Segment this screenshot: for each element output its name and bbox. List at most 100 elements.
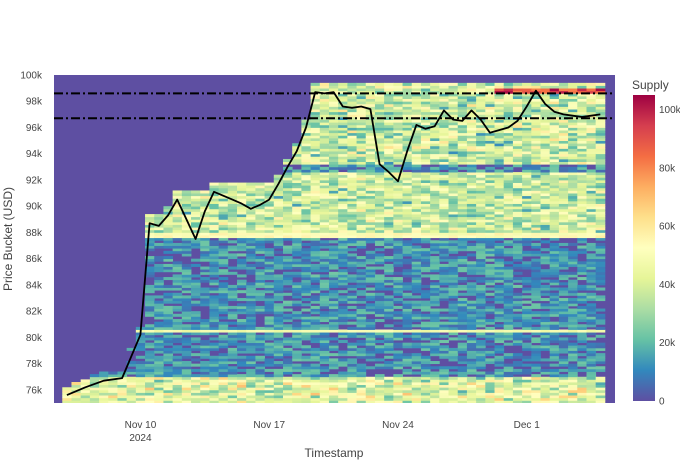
heatmap-cell	[420, 219, 431, 223]
heatmap-cell	[586, 151, 597, 155]
heatmap-cell	[430, 177, 440, 181]
heatmap-cell	[255, 221, 266, 225]
heatmap-cell	[430, 250, 440, 254]
heatmap-cell	[99, 400, 109, 403]
heatmap-cell	[430, 324, 440, 328]
heatmap-cell	[549, 95, 560, 100]
heatmap-cell	[393, 214, 403, 218]
heatmap-cell	[448, 261, 459, 265]
heatmap-cell	[558, 119, 569, 123]
heatmap-cell	[338, 101, 348, 105]
heatmap-cell	[595, 114, 606, 118]
heatmap-cell	[384, 148, 394, 152]
heatmap-cell	[328, 292, 339, 296]
heatmap-cell	[411, 158, 422, 162]
heatmap-cell	[586, 93, 597, 97]
heatmap-cell	[301, 313, 311, 317]
heatmap-cell	[558, 153, 569, 157]
heatmap-cell	[549, 190, 560, 194]
heatmap-cell	[310, 248, 321, 252]
heatmap-cell	[310, 332, 321, 336]
heatmap-cell	[347, 111, 357, 115]
heatmap-cell	[595, 203, 606, 207]
heatmap-cell	[420, 332, 431, 336]
heatmap-cell	[439, 371, 449, 375]
heatmap-cell	[319, 316, 330, 320]
heatmap-cell	[246, 219, 256, 223]
heatmap-cell	[218, 371, 229, 375]
heatmap-cell	[411, 101, 422, 105]
heatmap-cell	[374, 295, 385, 299]
heatmap-cell	[494, 400, 505, 403]
heatmap-cell	[577, 148, 587, 152]
heatmap-cell	[154, 263, 164, 267]
heatmap-cell	[522, 232, 532, 236]
heatmap-cell	[586, 95, 597, 100]
heatmap-cell	[448, 382, 459, 386]
heatmap-cell	[255, 258, 266, 262]
heatmap-cell	[522, 371, 532, 375]
heatmap-cell	[218, 258, 229, 262]
heatmap-cell	[181, 208, 192, 212]
heatmap-cell	[512, 319, 523, 323]
heatmap-cell	[457, 387, 468, 391]
heatmap-cell	[476, 95, 486, 100]
heatmap-cell	[273, 382, 284, 386]
heatmap-cell	[402, 253, 413, 257]
heatmap-cell	[558, 156, 569, 160]
heatmap-cell	[411, 256, 422, 260]
heatmap-cell	[503, 193, 514, 197]
heatmap-cell	[292, 221, 302, 225]
heatmap-cell	[384, 187, 394, 191]
heatmap-cell	[494, 347, 505, 351]
heatmap-cell	[264, 305, 275, 309]
heatmap-cell	[411, 82, 422, 86]
heatmap-cell	[402, 224, 413, 228]
heatmap-cell	[558, 300, 569, 304]
heatmap-cell	[512, 85, 523, 89]
heatmap-cell	[540, 195, 551, 199]
heatmap-cell	[374, 166, 385, 170]
heatmap-cell	[273, 203, 284, 207]
heatmap-cell	[283, 319, 293, 323]
heatmap-cell	[374, 140, 385, 144]
y-tick-label: 96k	[26, 123, 43, 134]
heatmap-cell	[365, 93, 376, 97]
heatmap-cell	[439, 382, 449, 386]
heatmap-cell	[328, 82, 339, 86]
heatmap-cell	[531, 368, 541, 372]
heatmap-cell	[420, 221, 431, 225]
heatmap-cell	[227, 397, 238, 401]
heatmap-cell	[319, 156, 330, 160]
heatmap-cell	[374, 82, 385, 86]
heatmap-cell	[476, 371, 486, 375]
heatmap-cell	[402, 324, 413, 328]
heatmap-cell	[549, 114, 560, 118]
heatmap-cell	[503, 250, 514, 254]
heatmap-cell	[209, 376, 220, 380]
heatmap-cell	[319, 161, 330, 165]
heatmap-cell	[246, 287, 256, 291]
heatmap-cell	[540, 376, 551, 380]
heatmap-cell	[319, 122, 330, 126]
heatmap-cell	[365, 187, 376, 191]
heatmap-cell	[310, 334, 321, 338]
heatmap-cell	[577, 395, 587, 399]
heatmap-cell	[347, 174, 357, 178]
heatmap-cell	[402, 361, 413, 365]
heatmap-cell	[512, 308, 523, 312]
heatmap-cell	[292, 392, 302, 396]
heatmap-cell	[420, 334, 431, 338]
heatmap-cell	[384, 195, 394, 199]
heatmap-cell	[512, 179, 523, 183]
heatmap-cell	[338, 98, 348, 102]
heatmap-cell	[218, 345, 229, 349]
heatmap-cell	[319, 326, 330, 330]
heatmap-cell	[522, 187, 532, 191]
heatmap-cell	[347, 342, 357, 346]
heatmap-cell	[181, 229, 192, 233]
heatmap-cell	[411, 248, 422, 252]
heatmap-cell	[283, 376, 293, 380]
heatmap-cell	[476, 90, 486, 94]
heatmap-cell	[338, 316, 348, 320]
